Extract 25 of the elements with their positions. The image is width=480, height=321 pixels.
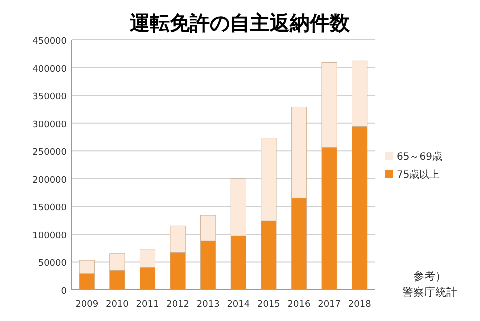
y-tick-label: 300000 (32, 120, 68, 130)
y-tick-label: 400000 (32, 64, 68, 75)
x-tick-label: 2013 (196, 300, 220, 310)
x-tick-label: 2012 (166, 300, 190, 310)
y-tick-label: 250000 (32, 148, 68, 158)
x-tick-label: 2018 (348, 300, 372, 310)
text: 参考） (414, 270, 446, 283)
y-tick-label: 100000 (32, 231, 68, 242)
y-tick-label: 50000 (38, 259, 68, 270)
y-tick-label: 450000 (32, 37, 68, 47)
y-tick-label: 350000 (32, 92, 68, 103)
legend-label: 65～69歳 (397, 151, 442, 163)
x-tick-label: 2011 (136, 300, 160, 310)
y-tick-label: 150000 (32, 204, 68, 214)
chart-title: 運転免許の自主返納件数 (129, 11, 351, 35)
x-tick-label: 2010 (106, 300, 130, 310)
x-tick-label: 2017 (318, 300, 342, 310)
y-tick-label: 200000 (32, 176, 68, 186)
x-tick-label: 2015 (257, 300, 280, 310)
text: 警察庁統計 (402, 286, 458, 299)
x-tick-label: 2009 (76, 300, 99, 310)
x-tick-label: 2014 (227, 300, 250, 310)
x-tick-label: 2016 (288, 300, 311, 310)
y-tick-label: 0 (61, 287, 68, 297)
legend-label: 75歳以上 (397, 169, 440, 181)
